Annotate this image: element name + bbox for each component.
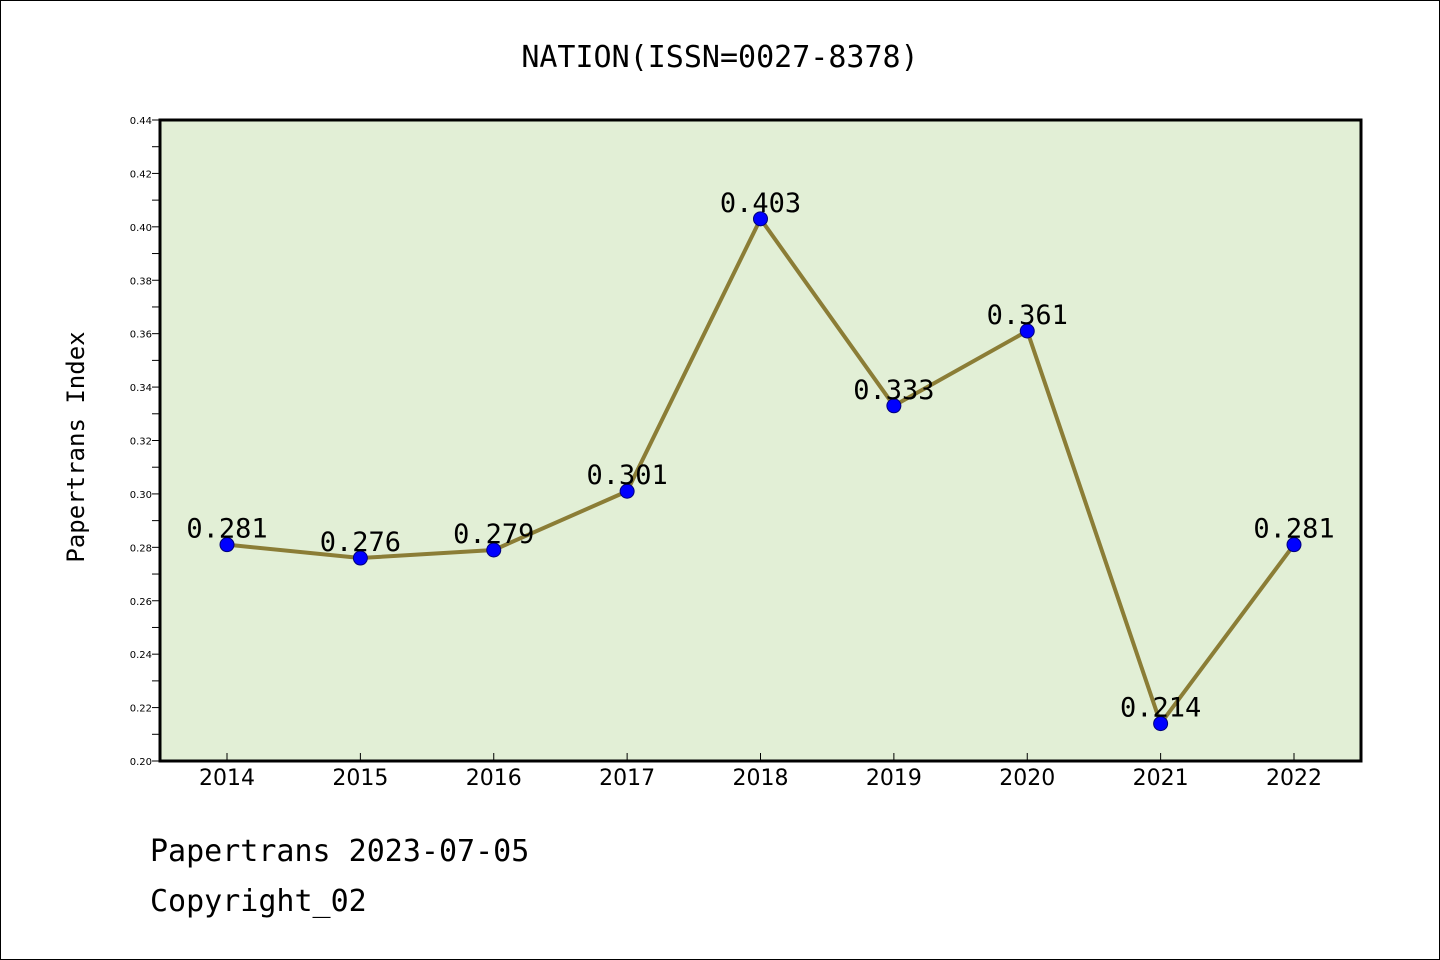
data-label: 0.403 — [720, 188, 801, 219]
data-label: 0.361 — [987, 300, 1068, 331]
data-point — [1286, 537, 1302, 553]
data-label: 0.281 — [1253, 514, 1334, 545]
x-tick-label: 2018 — [733, 766, 789, 791]
y-tick-label: 0.44 — [130, 116, 152, 127]
y-tick-label: 0.32 — [130, 437, 152, 448]
y-axis: 0.20 0.22 0.24 0.26 0.28 0.30 0.32 0.34 0.36 0.38… — [130, 116, 160, 768]
y-tick-label: 0.22 — [130, 704, 152, 715]
x-tick-label: 2017 — [599, 766, 655, 791]
data-point — [886, 398, 902, 414]
y-tick-label: 0.26 — [130, 597, 152, 608]
x-tick-label: 2015 — [332, 766, 388, 791]
series-layer: 0.281 0.276 0.279 0.301 0.403 0.333 0.361 0.214… — [186, 188, 1335, 732]
data-label: 0.333 — [853, 375, 934, 406]
y-tick-label: 0.30 — [130, 490, 152, 501]
data-label: 0.279 — [453, 519, 534, 550]
footer-copyright: Copyright_02 — [150, 884, 367, 919]
x-tick-label: 2020 — [999, 766, 1055, 791]
data-point — [486, 542, 502, 558]
y-tick-label: 0.40 — [130, 223, 152, 234]
data-label: 0.301 — [586, 460, 667, 491]
x-tick-label: 2022 — [1266, 766, 1322, 791]
x-tick-label: 2014 — [199, 766, 255, 791]
data-point — [753, 211, 768, 227]
y-tick-label: 0.42 — [130, 169, 152, 180]
plot-area — [158, 118, 1363, 763]
y-tick-label: 0.28 — [130, 543, 152, 554]
y-tick-label: 0.36 — [130, 330, 152, 341]
y-axis-label: Papertrans Index — [62, 331, 90, 562]
data-point — [352, 550, 368, 566]
x-tick-label: 2019 — [866, 766, 922, 791]
data-label: 0.276 — [320, 527, 401, 558]
data-point — [219, 537, 235, 553]
y-tick-label: 0.38 — [130, 276, 152, 287]
y-tick-label: 0.34 — [130, 383, 152, 394]
footer-date: Papertrans 2023-07-05 — [150, 834, 530, 869]
y-tick-label: 0.24 — [130, 650, 152, 661]
data-point — [1153, 716, 1169, 732]
y-tick-label: 0.20 — [130, 757, 152, 768]
data-point — [619, 483, 635, 499]
chart-title: NATION(ISSN=0027-8378) — [521, 40, 918, 75]
data-label: 0.214 — [1120, 693, 1201, 724]
x-axis: 2014 2015 2016 2017 2018 2019 2020 2021 2022 — [199, 753, 1322, 791]
data-label: 0.281 — [186, 514, 267, 545]
x-tick-label: 2021 — [1133, 766, 1189, 791]
x-tick-label: 2016 — [466, 766, 522, 791]
data-point — [1019, 323, 1035, 339]
